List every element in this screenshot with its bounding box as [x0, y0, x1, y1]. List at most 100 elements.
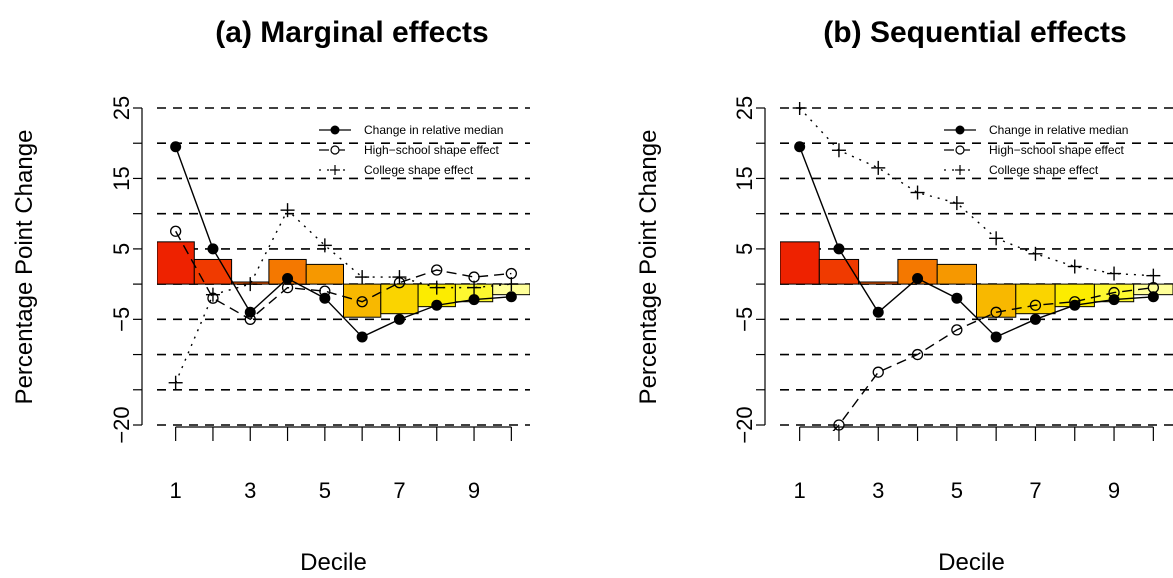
- y-tick-label: −5: [109, 307, 134, 332]
- y-tick-label: 25: [732, 96, 757, 120]
- series-point-college: [1028, 246, 1043, 261]
- series-point-college: [1146, 268, 1161, 283]
- series-point-highschool: [911, 348, 924, 361]
- y-axis-label: Percentage Point Change: [11, 130, 38, 405]
- x-tick-label: 3: [244, 478, 256, 503]
- series-point-college: [949, 196, 964, 211]
- x-tick-label: 9: [468, 478, 480, 503]
- series-point-median: [431, 299, 443, 311]
- series-point-highschool: [1029, 299, 1042, 311]
- y-tick-label: 5: [732, 243, 757, 255]
- legend-label-2: High−school shape effect: [364, 143, 500, 157]
- x-tick-label: 1: [794, 478, 806, 503]
- series-point-median: [356, 331, 368, 343]
- series-line-3: [799, 107, 1154, 277]
- series-point-college: [871, 160, 886, 175]
- y-tick-label: −5: [732, 307, 757, 332]
- series-point-highschool: [431, 264, 443, 276]
- legend-label-2: High−school shape effect: [989, 143, 1125, 157]
- series-point-median: [912, 272, 924, 284]
- series-point-median: [282, 272, 294, 284]
- series-point-highschool: [951, 324, 963, 336]
- series-point-highschool: [244, 313, 256, 325]
- series-point-college: [168, 375, 183, 390]
- plot-area: [157, 141, 530, 390]
- series-point-highschool: [356, 296, 368, 308]
- y-tick-label: 25: [109, 96, 134, 120]
- series-point-median: [794, 141, 806, 153]
- series-point-college: [205, 287, 220, 302]
- series-point-median: [1147, 291, 1159, 303]
- legend-marker-median: [955, 125, 965, 135]
- series-point-highschool: [990, 306, 1002, 318]
- series-point-median: [872, 306, 884, 318]
- series-point-college: [792, 102, 807, 115]
- series-point-median: [1069, 299, 1081, 311]
- series-point-highschool: [169, 225, 182, 237]
- x-axis-label: Decile: [938, 549, 1005, 576]
- series-point-median: [951, 292, 963, 304]
- bar-decile-6: [343, 283, 382, 318]
- series-point-median: [505, 291, 517, 303]
- legend-label-1: Change in relative median: [989, 123, 1128, 137]
- series-point-college: [317, 238, 332, 253]
- series-point-college: [355, 270, 370, 285]
- legend-label-1: Change in relative median: [364, 123, 503, 137]
- series-line-2: [832, 286, 1154, 431]
- series-point-college: [504, 277, 519, 292]
- bar-decile-1: [157, 241, 195, 285]
- y-axis-label: Percentage Point Change: [635, 130, 662, 405]
- series-point-median: [207, 243, 219, 255]
- panel-b: (b) Sequential effects Percentage Point C…: [635, 16, 1173, 576]
- series-point-college: [989, 231, 1004, 246]
- series-point-college: [392, 270, 407, 285]
- series-point-college: [910, 185, 925, 200]
- bar-decile-3: [858, 281, 899, 285]
- bar-decile-2: [818, 258, 860, 285]
- series-point-college: [1107, 266, 1122, 281]
- x-tick-label: 1: [170, 478, 182, 503]
- y-tick-label: −20: [109, 406, 134, 443]
- series-point-college: [1067, 259, 1082, 274]
- x-tick-label: 3: [872, 478, 884, 503]
- panel-a: (a) Marginal effects Percentage Point Cha…: [11, 16, 530, 576]
- legend-label-3: College shape effect: [989, 163, 1099, 177]
- series-point-median: [833, 243, 845, 255]
- bar-decile-7: [380, 283, 419, 315]
- series-point-college: [467, 280, 482, 295]
- bar-decile-5: [305, 263, 345, 285]
- series-point-highschool: [833, 419, 845, 431]
- legend-marker-highschool: [955, 145, 965, 155]
- legend-marker-highschool: [330, 145, 340, 155]
- series-point-median: [468, 294, 480, 306]
- x-tick-label: 5: [951, 478, 963, 503]
- bar-decile-2: [193, 258, 233, 285]
- series-point-highschool: [795, 462, 805, 472]
- series-line-1: [798, 146, 1154, 338]
- bar-decile-7: [1015, 283, 1056, 315]
- y-tick-label: 15: [109, 166, 134, 190]
- bar-decile-5: [936, 263, 978, 285]
- y-tick-label: 5: [109, 243, 134, 255]
- series-line-1: [174, 146, 512, 338]
- legend: Change in relative median High−school sha…: [319, 123, 503, 177]
- x-axis-label: Decile: [300, 549, 367, 576]
- chart-title: (a) Marginal effects: [215, 16, 488, 49]
- x-tick-label: 7: [1029, 478, 1041, 503]
- series-point-highschool: [1069, 296, 1081, 308]
- y-tick-label: −20: [732, 406, 757, 443]
- series-point-highschool: [281, 281, 294, 294]
- series-point-highschool: [872, 366, 884, 378]
- series-line-2: [175, 230, 512, 321]
- y-tick-label: 15: [732, 166, 757, 190]
- series-point-median: [170, 141, 182, 153]
- series-point-highschool: [319, 285, 331, 297]
- series-point-college: [243, 277, 258, 292]
- series-point-college: [429, 280, 444, 295]
- chart-title: (b) Sequential effects: [823, 16, 1126, 49]
- legend: Change in relative median High−school sha…: [944, 123, 1128, 177]
- plot-area: [780, 102, 1173, 472]
- x-tick-label: 7: [393, 478, 405, 503]
